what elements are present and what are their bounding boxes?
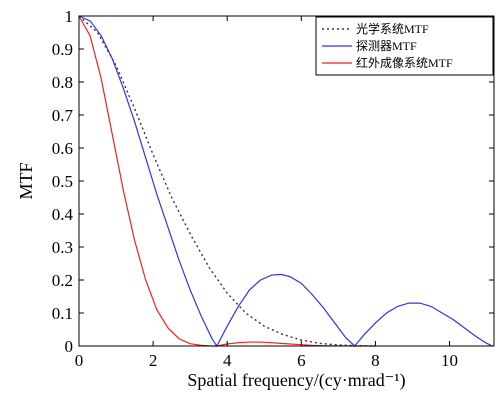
y-tick-label: 0.3: [52, 238, 73, 257]
series-line-1: [78, 15, 376, 347]
legend-label-2: 探测器MTF: [356, 39, 417, 53]
ticks-layer: 0 2 4 6 8 10 0 0.1 0.2 0.3 0.4 0.5 0.6 0.7 0.8 0.9 1: [52, 7, 494, 370]
x-tick-label: 8: [371, 351, 380, 370]
y-tick-label: 0.9: [52, 40, 73, 59]
x-tick-label: 0: [75, 351, 84, 370]
y-tick-label: 0: [65, 337, 74, 356]
x-tick-label: 10: [441, 351, 458, 370]
x-axis-label: Spatial frequency/(cy·mrad⁻¹): [187, 370, 405, 391]
y-tick-label: 1: [65, 7, 74, 26]
x-tick-label: 4: [223, 351, 232, 370]
y-axis-label: MTF: [16, 162, 36, 199]
series-line-2: [78, 15, 493, 348]
y-tick-label: 0.2: [52, 271, 73, 290]
y-tick-label: 0.5: [52, 172, 73, 191]
y-tick-label: 0.8: [52, 73, 73, 92]
y-tick-label: 0.7: [52, 106, 74, 125]
x-tick-label: 6: [297, 351, 306, 370]
y-tick-label: 0.6: [52, 139, 73, 158]
legend-label-1: 光学系统MTF: [356, 21, 429, 36]
y-tick-label: 0.4: [52, 205, 74, 224]
x-tick-label: 2: [149, 351, 158, 370]
legend-label-3: 红外成像系统MTF: [356, 55, 453, 70]
legend: 光学系统MTF 探测器MTF 红外成像系统MTF: [315, 16, 494, 76]
y-tick-label: 0.1: [52, 304, 73, 323]
